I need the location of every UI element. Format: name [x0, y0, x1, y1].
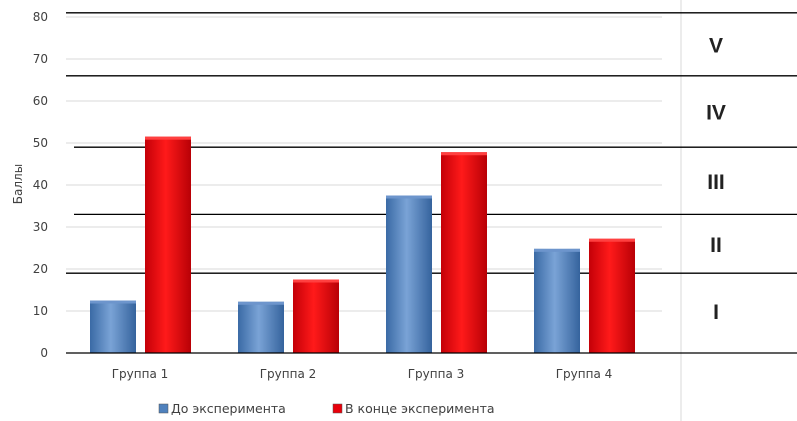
bar-end-experiment [589, 238, 635, 353]
bar-end-experiment [441, 152, 487, 353]
y-axis-label: Баллы [11, 164, 25, 204]
bar-top-highlight [441, 152, 487, 156]
category-label: Группа 2 [260, 367, 317, 381]
bar-before-experiment [386, 195, 432, 353]
y-tick-label: 70 [33, 52, 48, 66]
legend-swatch [158, 403, 169, 414]
level-label: IV [706, 102, 726, 125]
bar-top-highlight [589, 238, 635, 242]
y-tick-label: 20 [33, 262, 48, 276]
bar-top-highlight [386, 195, 432, 199]
bar-top-highlight [293, 279, 339, 283]
level-label: III [707, 171, 725, 194]
level-label: II [710, 234, 722, 257]
bar-before-experiment [238, 301, 284, 353]
y-tick-label: 0 [40, 346, 48, 360]
y-tick-label: 10 [33, 304, 48, 318]
legend-swatch [332, 403, 343, 414]
category-label: Группа 1 [112, 367, 169, 381]
legend-label: До эксперимента [171, 401, 286, 416]
bar-end-experiment [293, 279, 339, 353]
y-tick-label: 30 [33, 220, 48, 234]
bar-end-experiment [145, 136, 191, 353]
level-label: I [713, 301, 719, 324]
bar-top-highlight [90, 300, 136, 304]
y-tick-label: 50 [33, 136, 48, 150]
bar-before-experiment [534, 248, 580, 353]
bar-top-highlight [145, 136, 191, 140]
y-tick-label: 60 [33, 94, 48, 108]
y-tick-label: 40 [33, 178, 48, 192]
level-label: V [709, 34, 723, 57]
y-tick-label: 80 [33, 10, 48, 24]
category-label: Группа 3 [408, 367, 465, 381]
bar-before-experiment [90, 300, 136, 353]
bar-top-highlight [238, 301, 284, 305]
bar-top-highlight [534, 248, 580, 252]
legend-label: В конце эксперимента [345, 401, 495, 416]
category-label: Группа 4 [556, 367, 613, 381]
